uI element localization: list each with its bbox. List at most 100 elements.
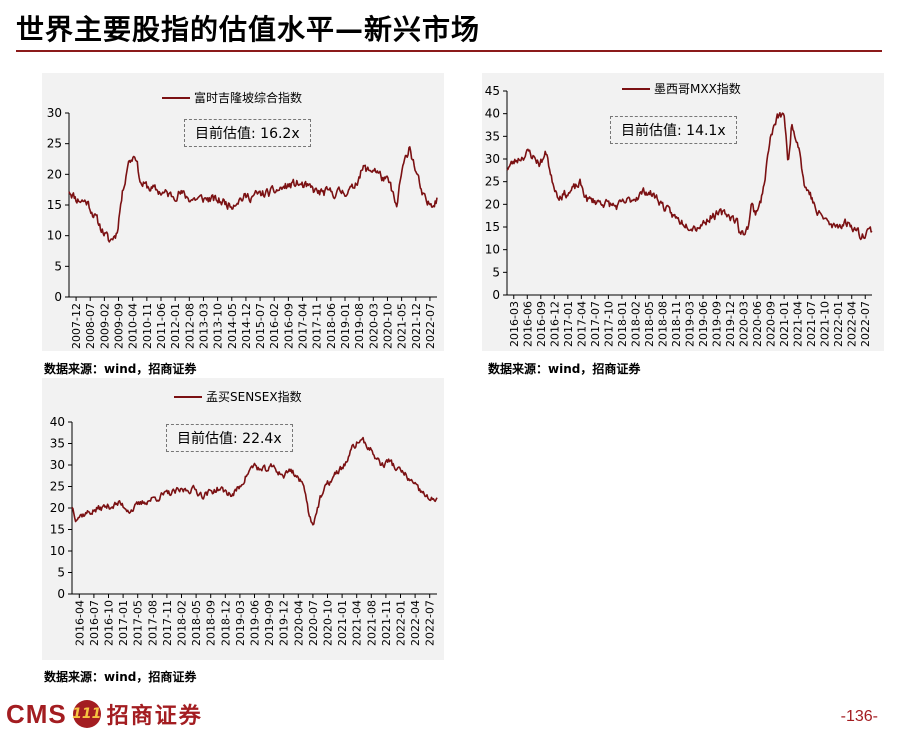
y-tick-label: 20 xyxy=(485,197,500,211)
legend-sensex: 孟买SENSEX指数 xyxy=(174,388,302,405)
x-tick-label: 2019-01 xyxy=(339,303,352,349)
x-tick-label: 2017-04 xyxy=(575,301,588,347)
y-tick-label: 10 xyxy=(50,544,65,558)
page-title: 世界主要股指的估值水平—新兴市场 xyxy=(16,13,481,46)
y-tick-label: 10 xyxy=(47,229,62,243)
legend-label: 孟买SENSEX指数 xyxy=(206,390,302,404)
legend-klci: 富时吉隆坡综合指数 xyxy=(162,89,302,106)
x-tick-label: 2018-02 xyxy=(629,301,642,347)
x-tick-label: 2010-04 xyxy=(127,303,140,349)
x-tick-label: 2020-07 xyxy=(307,600,320,646)
x-tick-label: 2017-08 xyxy=(146,600,159,646)
x-tick-label: 2020-10 xyxy=(381,303,394,349)
y-tick-label: 25 xyxy=(47,137,62,151)
x-tick-label: 2019-03 xyxy=(684,301,697,347)
x-tick-label: 2020-06 xyxy=(751,301,764,347)
x-tick-label: 2020-09 xyxy=(765,301,778,347)
x-tick-label: 2014-12 xyxy=(240,303,253,349)
y-tick-label: 25 xyxy=(50,480,65,494)
legend-swatch xyxy=(162,96,190,99)
x-tick-label: 2018-06 xyxy=(325,303,338,349)
legend-label: 富时吉隆坡综合指数 xyxy=(194,91,303,105)
x-tick-label: 2018-05 xyxy=(643,301,656,347)
y-tick-label: 35 xyxy=(485,129,500,143)
x-tick-label: 2016-09 xyxy=(535,301,548,347)
x-tick-label: 2018-11 xyxy=(670,301,683,347)
y-tick-label: 0 xyxy=(57,587,65,601)
x-tick-label: 2021-11 xyxy=(380,600,393,646)
title-divider xyxy=(16,50,882,52)
x-tick-label: 2020-03 xyxy=(367,303,380,349)
x-tick-label: 2019-12 xyxy=(724,301,737,347)
x-tick-label: 2009-09 xyxy=(113,303,126,349)
y-tick-label: 0 xyxy=(492,288,500,302)
x-tick-label: 2021-04 xyxy=(351,600,364,646)
y-tick-label: 45 xyxy=(485,84,500,98)
y-tick-label: 35 xyxy=(50,437,65,451)
current-valuation-callout: 目前估值: 16.2x xyxy=(184,119,311,147)
x-tick-label: 2022-01 xyxy=(832,301,845,347)
x-tick-label: 2013-10 xyxy=(212,303,225,349)
chart-klci: 0 5 10 15 20 25 30 2007-12 2008-07 2009-02 2009-09… xyxy=(47,106,438,349)
x-tick-label: 2015-07 xyxy=(254,303,267,349)
x-tick-label: 2016-02 xyxy=(268,303,281,349)
x-tick-label: 2011-06 xyxy=(155,303,168,349)
x-tick-label: 2021-01 xyxy=(778,301,791,347)
y-tick-label: 5 xyxy=(492,265,500,279)
chart-panel-mxx: 0 5 10 15 20 25 30 35 40 45 2016-03 2016-06 2016-09 2… xyxy=(482,73,884,351)
logo-badge-icon: 111 xyxy=(72,700,101,728)
current-valuation-callout: 目前估值: 14.1x xyxy=(610,116,737,144)
y-tick-label: 15 xyxy=(47,198,62,212)
x-tick-label: 2019-09 xyxy=(711,301,724,347)
x-tick-label: 2018-01 xyxy=(616,301,629,347)
y-tick-label: 30 xyxy=(485,152,500,166)
x-tick-label: 2017-11 xyxy=(161,600,174,646)
x-tick-label: 2019-06 xyxy=(249,600,262,646)
x-tick-label: 2009-02 xyxy=(98,303,111,349)
data-source-sensex: 数据来源：wind，招商证券 xyxy=(44,670,197,684)
x-tick-label: 2016-03 xyxy=(508,301,521,347)
y-tick-label: 5 xyxy=(57,566,65,580)
logo-cn-text: 招商证券 xyxy=(106,704,203,729)
y-tick-label: 20 xyxy=(47,167,62,181)
x-tick-label: 2016-12 xyxy=(548,301,561,347)
x-tick-label: 2021-05 xyxy=(396,303,409,349)
x-tick-label: 2021-10 xyxy=(819,301,832,347)
x-tick-label: 2008-07 xyxy=(84,303,97,349)
y-tick-label: 25 xyxy=(485,175,500,189)
logo-cms-text: CMS xyxy=(6,698,67,729)
x-tick-label: 2017-11 xyxy=(311,303,324,349)
x-tick-label: 2016-07 xyxy=(88,600,101,646)
x-tick-label: 2022-07 xyxy=(424,600,437,646)
x-tick-label: 2022-01 xyxy=(395,600,408,646)
x-tick-label: 2019-03 xyxy=(234,600,247,646)
x-tick-label: 2022-04 xyxy=(409,600,422,646)
x-tick-label: 2012-08 xyxy=(183,303,196,349)
legend-swatch xyxy=(622,87,650,90)
x-tick-label: 2018-05 xyxy=(190,600,203,646)
x-tick-label: 2017-05 xyxy=(132,600,145,646)
x-tick-label: 2010-11 xyxy=(141,303,154,349)
x-tick-label: 2018-09 xyxy=(205,600,218,646)
y-tick-label: 40 xyxy=(50,415,65,429)
series-line xyxy=(71,436,438,526)
brand-logo: CMS 111 招商证券 xyxy=(6,698,203,730)
chart-panel-klci: 0 5 10 15 20 25 30 2007-12 2008-07 2009-02 2009-09… xyxy=(42,73,444,351)
chart-panel-sensex: 0 5 10 15 20 25 30 35 40 2016-04 2016-07 2016-10 201… xyxy=(42,378,444,660)
x-tick-label: 2021-01 xyxy=(336,600,349,646)
x-tick-label: 2016-10 xyxy=(103,600,116,646)
y-tick-label: 10 xyxy=(485,243,500,257)
y-tick-label: 5 xyxy=(54,259,62,273)
x-tick-label: 2019-09 xyxy=(263,600,276,646)
y-tick-label: 40 xyxy=(485,107,500,121)
x-tick-label: 2014-05 xyxy=(226,303,239,349)
legend-mxx: 墨西哥MXX指数 xyxy=(622,80,741,97)
x-tick-label: 2017-01 xyxy=(117,600,130,646)
x-tick-label: 2017-10 xyxy=(602,301,615,347)
x-tick-label: 2017-07 xyxy=(589,301,602,347)
x-tick-label: 2021-04 xyxy=(792,301,805,347)
x-tick-label: 2020-04 xyxy=(292,600,305,646)
x-tick-label: 2016-09 xyxy=(282,303,295,349)
